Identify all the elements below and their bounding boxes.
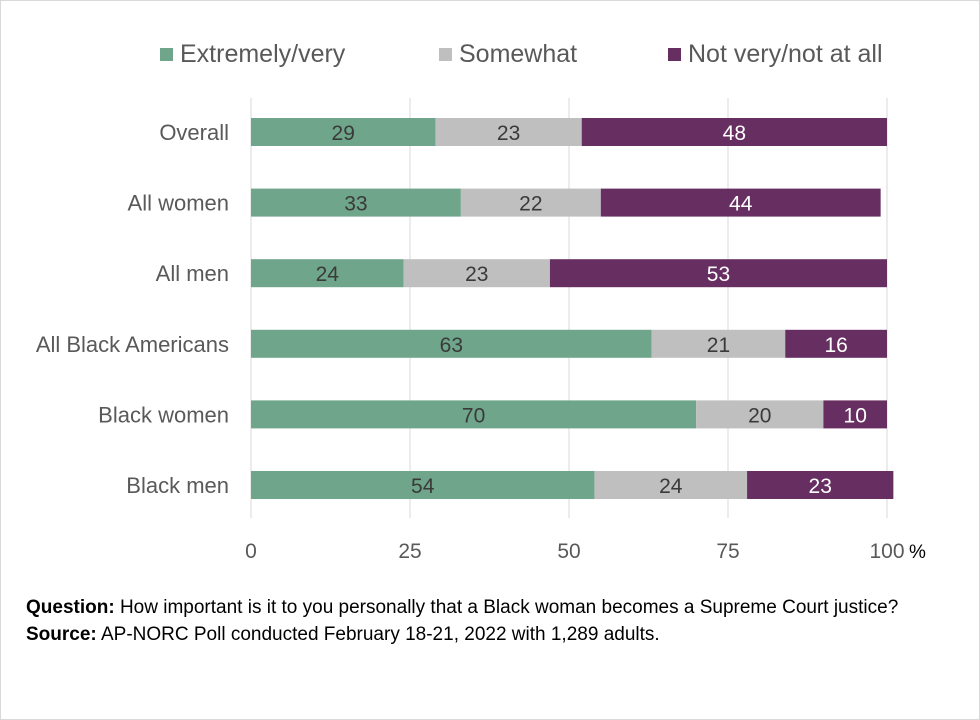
x-tick-label-25: 25 <box>398 540 421 563</box>
bar-black-men-not-very-not-at-all <box>747 471 894 499</box>
category-label-black-women: Black women <box>98 402 229 427</box>
bar-black-women-not-very-not-at-all <box>823 400 887 429</box>
bar-all-women-not-very-not-at-all <box>600 188 881 217</box>
category-label-black-men: Black men <box>126 473 229 498</box>
x-tick-label-50: 50 <box>557 540 580 563</box>
category-label-all-men: All men <box>156 261 229 286</box>
bar-black-men-somewhat <box>594 471 748 499</box>
data-label-black-men-extremely-very: 54 <box>411 475 435 498</box>
legend-label-not-very: Not very/not at all <box>688 40 883 68</box>
data-label-all-black-americans-extremely-very: 63 <box>440 334 463 357</box>
bar-all-women-extremely-very <box>251 188 461 217</box>
legend-label-extremely-very: Extremely/very <box>180 40 346 68</box>
bar-overall-extremely-very <box>251 118 436 146</box>
bar-all-black-americans-extremely-very <box>251 329 652 358</box>
legend-item-somewhat: Somewhat <box>439 40 577 69</box>
x-axis-unit: % <box>909 542 926 563</box>
data-label-black-women-not-very-not-at-all: 10 <box>844 404 867 427</box>
legend-label-somewhat: Somewhat <box>459 40 578 68</box>
data-label-overall-not-very-not-at-all: 48 <box>723 122 746 145</box>
bar-black-women-extremely-very <box>251 400 697 429</box>
category-label-overall: Overall <box>159 120 229 145</box>
data-label-all-women-not-very-not-at-all: 44 <box>729 193 753 216</box>
legend-item-extremely-very: Extremely/very <box>160 40 345 69</box>
data-label-all-women-somewhat: 22 <box>519 193 542 216</box>
legend-swatch-somewhat <box>439 48 452 61</box>
bar-all-black-americans-somewhat <box>651 329 786 358</box>
bar-overall-not-very-not-at-all <box>581 118 887 146</box>
source-label: Source: <box>26 624 97 645</box>
bar-overall-somewhat <box>435 118 582 146</box>
question-label: Question: <box>26 597 115 618</box>
category-label-all-women: All women <box>128 191 229 216</box>
bar-all-men-somewhat <box>403 259 550 288</box>
stacked-bar-chart: Overall 29 23 48 All women 33 22 44 All men 24 23 5… <box>36 98 926 563</box>
x-tick-label-75: 75 <box>716 540 739 563</box>
data-label-black-women-somewhat: 20 <box>748 404 771 427</box>
chart-legend: Extremely/very Somewhat Not very/not at … <box>0 40 980 74</box>
question-text: How important is it to you personally th… <box>114 597 899 618</box>
chart-notes: Question: How important is it to you per… <box>26 594 956 648</box>
x-tick-label-0: 0 <box>245 540 257 563</box>
legend-swatch-extremely-very <box>160 48 173 61</box>
bar-black-men-extremely-very <box>251 471 595 499</box>
data-label-all-black-americans-not-very-not-at-all: 16 <box>824 334 847 357</box>
data-label-overall-somewhat: 23 <box>497 122 520 145</box>
data-label-black-women-extremely-very: 70 <box>462 404 485 427</box>
legend-item-not-very: Not very/not at all <box>668 40 883 69</box>
question-note: Question: How important is it to you per… <box>26 594 956 621</box>
legend-swatch-not-very <box>668 48 681 61</box>
data-label-black-men-somewhat: 24 <box>659 475 683 498</box>
bar-all-black-americans-not-very-not-at-all <box>785 329 887 358</box>
data-label-overall-extremely-very: 29 <box>332 122 355 145</box>
source-text: AP-NORC Poll conducted February 18-21, 2… <box>96 624 660 645</box>
x-tick-label-100: 100 <box>869 540 904 563</box>
bar-black-women-somewhat <box>696 400 824 429</box>
data-label-all-men-extremely-very: 24 <box>316 263 340 286</box>
category-label-all-black-americans: All Black Americans <box>36 332 229 357</box>
data-label-all-men-not-very-not-at-all: 53 <box>707 263 730 286</box>
bar-all-women-somewhat <box>460 188 601 217</box>
data-label-all-black-americans-somewhat: 21 <box>707 334 730 357</box>
source-note: Source: AP-NORC Poll conducted February … <box>26 621 956 648</box>
bar-all-men-not-very-not-at-all <box>549 259 887 288</box>
data-label-black-men-not-very-not-at-all: 23 <box>809 475 832 498</box>
data-label-all-women-extremely-very: 33 <box>344 193 367 216</box>
bar-all-men-extremely-very <box>251 259 404 288</box>
data-label-all-men-somewhat: 23 <box>465 263 488 286</box>
